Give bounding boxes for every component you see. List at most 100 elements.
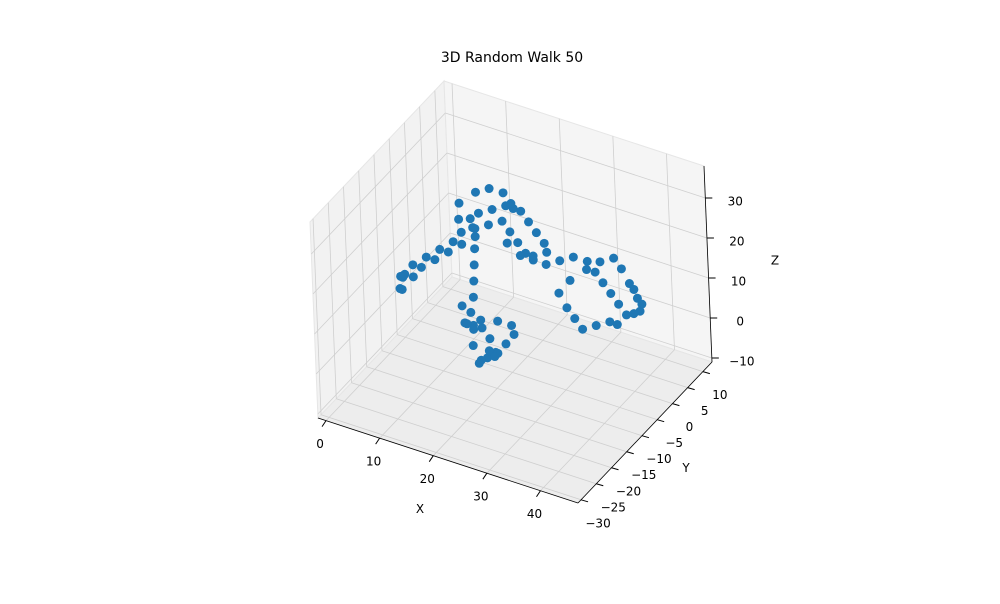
grid-line — [445, 112, 706, 199]
point — [457, 239, 467, 249]
grid-line — [446, 152, 708, 239]
point — [476, 315, 486, 325]
point — [582, 256, 592, 266]
point — [430, 255, 440, 265]
point — [501, 339, 511, 349]
point — [554, 288, 564, 298]
point — [595, 257, 605, 267]
point — [516, 206, 526, 216]
point — [605, 317, 615, 327]
x-tick — [428, 455, 434, 462]
point — [502, 238, 512, 248]
grid-line — [373, 154, 383, 351]
point — [443, 247, 453, 257]
z-tick-label: 30 — [728, 195, 743, 209]
grid-line — [351, 382, 612, 469]
y-tick-label: −10 — [646, 452, 671, 466]
point — [457, 301, 467, 311]
point — [462, 319, 472, 329]
grid-line — [434, 90, 444, 287]
point — [396, 271, 406, 281]
z-tick-label: 10 — [731, 275, 746, 289]
y-tick-label: −20 — [616, 484, 641, 498]
grid-line — [314, 192, 449, 335]
x-tick-label: 30 — [473, 490, 488, 504]
point — [498, 188, 508, 198]
grid-line — [432, 314, 568, 456]
z-axis-label: Z — [771, 254, 779, 268]
point — [487, 205, 497, 215]
z-tick-label: −10 — [729, 355, 754, 369]
point — [612, 320, 622, 330]
point — [637, 299, 647, 309]
point — [598, 278, 608, 288]
grid-line — [451, 272, 712, 359]
chart-title: 3D Random Walk 50 — [441, 50, 583, 66]
y-tick-label: −30 — [585, 516, 610, 530]
grid-line — [442, 286, 703, 372]
point — [606, 288, 616, 298]
grid-line — [311, 112, 446, 255]
point — [470, 244, 480, 254]
x-tick-label: 40 — [527, 507, 542, 521]
point — [466, 307, 476, 317]
point — [506, 199, 516, 209]
point — [435, 244, 445, 254]
point — [454, 214, 464, 224]
point — [484, 346, 494, 356]
point — [465, 214, 475, 224]
point — [483, 220, 493, 230]
grid-line — [327, 202, 337, 399]
grid-line — [419, 106, 429, 303]
point — [454, 198, 464, 208]
grid-line — [388, 138, 398, 335]
point — [421, 252, 431, 262]
y-tick-label: −5 — [665, 436, 683, 450]
x-tick-label: 10 — [366, 455, 381, 469]
point — [555, 256, 565, 266]
grid-line — [397, 334, 658, 421]
z-tick-label: 0 — [736, 315, 744, 329]
point — [497, 216, 507, 226]
point — [469, 260, 479, 270]
point — [456, 227, 466, 237]
y-tick-label: 10 — [712, 388, 727, 402]
point — [542, 247, 552, 257]
y-axis-label: Y — [681, 461, 690, 475]
x-tick — [482, 472, 488, 480]
point — [470, 224, 480, 234]
axis-line — [577, 361, 713, 504]
point — [470, 187, 480, 197]
grid-line — [312, 218, 322, 415]
grid-line — [336, 398, 597, 485]
point — [582, 265, 592, 275]
point — [528, 255, 538, 265]
grid-line — [486, 331, 622, 474]
point — [468, 292, 478, 302]
grid-line — [379, 296, 514, 439]
point — [531, 228, 541, 238]
point — [614, 299, 624, 309]
point — [469, 324, 479, 334]
grid-line — [317, 272, 453, 415]
axis-line — [317, 417, 579, 504]
grid-line — [404, 122, 413, 319]
y-tick-label: 5 — [701, 404, 709, 418]
x-tick — [321, 420, 327, 427]
point — [629, 284, 639, 294]
point — [485, 334, 495, 344]
point — [484, 184, 494, 194]
y-tick — [687, 387, 695, 391]
y-tick — [611, 467, 619, 471]
point — [621, 310, 631, 320]
y-tick-label: 0 — [686, 420, 694, 434]
point — [513, 238, 523, 248]
y-tick — [672, 403, 680, 407]
point — [609, 253, 619, 263]
y-tick — [626, 451, 634, 455]
y-tick — [657, 419, 665, 423]
grid-line — [312, 152, 448, 295]
point — [578, 324, 588, 334]
